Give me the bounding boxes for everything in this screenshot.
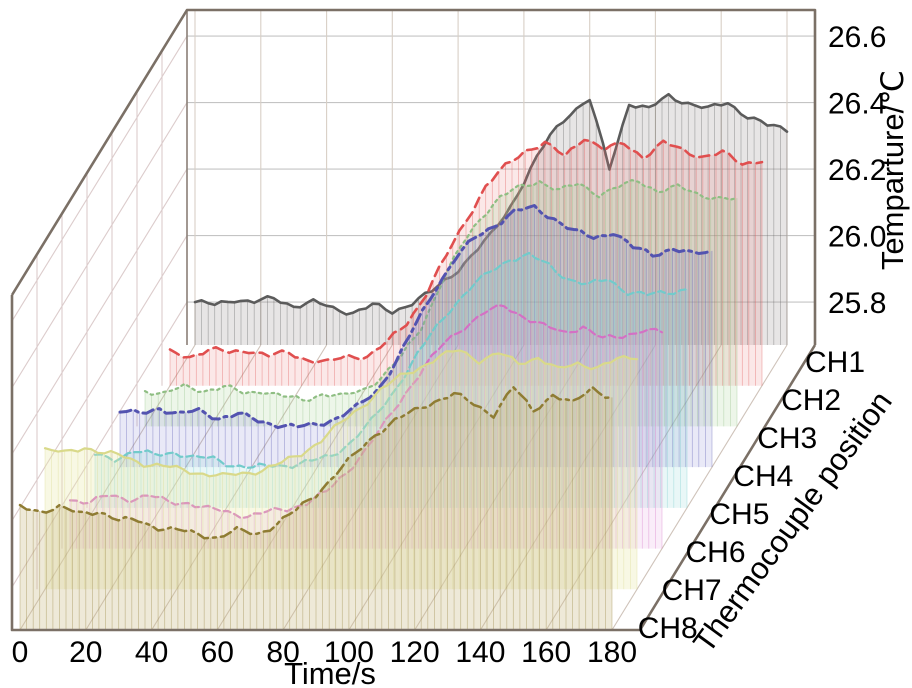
series-CH6 [68, 303, 664, 549]
x-tick-label: 40 [135, 636, 168, 669]
series-CH5 [93, 251, 689, 508]
curve-CH7 [43, 349, 639, 478]
x-tick-label: 20 [69, 636, 102, 669]
curve-CH2 [168, 138, 764, 365]
series-CH2 [168, 138, 764, 386]
droplines-CH3 [144, 180, 738, 427]
droplines-CH5 [94, 253, 688, 508]
series-CH4 [118, 204, 714, 468]
droplines-CH2 [169, 140, 763, 386]
curve-CH5 [93, 251, 689, 470]
droplines-CH1 [194, 94, 788, 346]
x-tick-label: 120 [390, 636, 440, 669]
z-tick-label: 25.8 [828, 287, 886, 320]
channel-label-CH2: CH2 [781, 384, 841, 417]
axis-labels: 0 20 40 60 80 100 120 140 160 180 25.8 26.0 26.2 26.4… [12, 21, 887, 669]
channel-label-CH8: CH8 [638, 612, 698, 645]
curve-CH1 [193, 92, 789, 316]
channel-label-CH7: CH7 [662, 574, 722, 607]
z-tick-label: 26.2 [828, 154, 886, 187]
axes-frame [10, 8, 817, 632]
series-CH1 [193, 92, 789, 346]
series-CH3 [143, 179, 739, 427]
curve-CH4 [118, 204, 714, 430]
x-axis-title: Time/s [284, 656, 376, 688]
z-axis-title: Temparture/℃ [875, 70, 910, 270]
channel-label-CH3: CH3 [757, 422, 817, 455]
curve-CH6 [68, 303, 664, 520]
series-CH8 [18, 385, 614, 630]
channel-label-CH6: CH6 [685, 536, 745, 569]
x-tick-label: 160 [521, 636, 571, 669]
z-tick-label: 26.0 [828, 221, 886, 254]
x-tick-label: 100 [324, 636, 374, 669]
channel-label-CH1: CH1 [805, 346, 865, 379]
curve-CH3 [143, 179, 739, 402]
channel-label-CH4: CH4 [733, 460, 793, 493]
walls [11, 10, 815, 631]
curve-CH8 [18, 385, 614, 540]
x-tick-label: 80 [266, 636, 299, 669]
x-tick-label: 180 [587, 636, 637, 669]
droplines-CH8 [19, 387, 613, 630]
x-tick-label: 140 [455, 636, 505, 669]
z-tick-label: 26.6 [828, 21, 886, 54]
x-tick-label: 60 [201, 636, 234, 669]
plot-area: 0 20 40 60 80 100 120 140 160 180 25.8 26.0 26.2 26.4… [10, 8, 887, 669]
channel-label-CH5: CH5 [709, 498, 769, 531]
z-tick-label: 26.4 [828, 88, 886, 121]
x-tick-label: 0 [12, 636, 29, 669]
